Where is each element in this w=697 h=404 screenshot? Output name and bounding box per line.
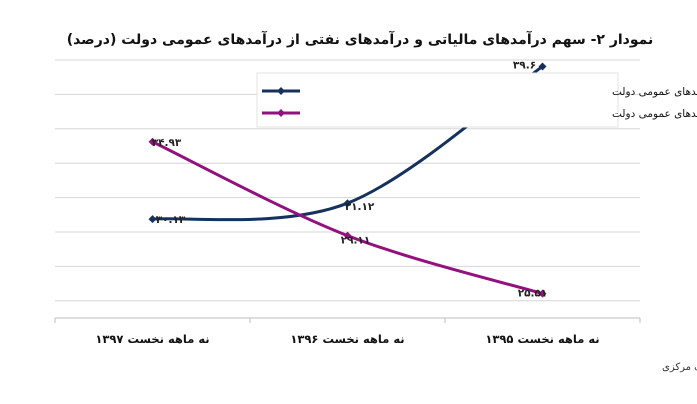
x-tick-label: نه ماهه نخست ۱۳۹۶ — [290, 332, 404, 346]
x-tick-label: نه ماهه نخست ۱۳۹۵ — [485, 332, 599, 346]
data-point — [343, 231, 352, 240]
data-point — [343, 199, 352, 208]
data-point — [538, 62, 547, 71]
chart-title: نمودار ۲- سهم درآمدهای مالیاتی و درآمدها… — [67, 30, 654, 48]
legend-label: سهم درآمدهای مالیاتی از درآمدهای عمومی د… — [612, 85, 697, 98]
legend-label: سهم درآمدهای حاصل از نفت و فرآورده های ن… — [612, 107, 697, 120]
data-point — [538, 289, 547, 298]
legend-box — [256, 72, 619, 128]
series-line — [151, 140, 543, 296]
data-label: ۳۰.۱۳ — [156, 214, 186, 226]
data-label: ۳۱.۱۲ — [345, 201, 375, 213]
data-point — [148, 137, 157, 146]
legend-marker — [277, 87, 285, 95]
source-note: منبع داده‌ها: بانک مرکزی — [662, 362, 697, 373]
data-label: ۲۵.۵۱ — [518, 288, 548, 300]
x-axis-labels: نه ماهه نخست ۱۳۹۵ نه ماهه نخست ۱۳۹۶ نه ماه… — [95, 332, 599, 346]
data-label: ۳۴.۹۳ — [152, 137, 182, 149]
legend: سهم درآمدهای مالیاتی از درآمدهای عمومی د… — [256, 72, 697, 128]
data-label: ۳۹.۶ — [513, 59, 536, 71]
x-tick-label: نه ماهه نخست ۱۳۹۷ — [95, 332, 209, 346]
data-point — [148, 215, 157, 224]
data-label: ۲۹.۱۱ — [341, 235, 371, 247]
legend-marker — [277, 109, 285, 117]
